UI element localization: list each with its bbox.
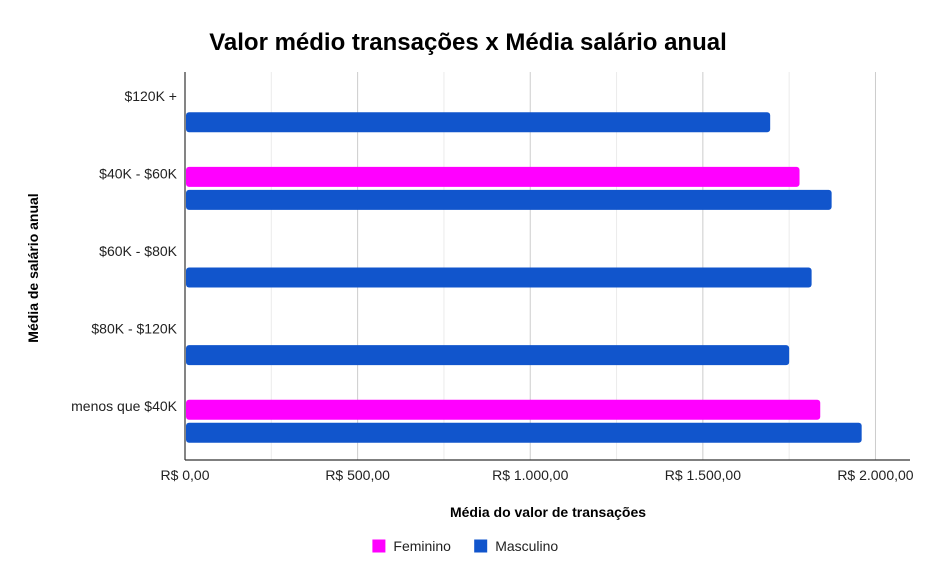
y-tick-label-menos-que-40k: menos que $40K [71,398,178,414]
legend-swatch-masculino [474,539,488,553]
y-tick-labels: $120K + $40K - $60K $60K - $80K $80K - $120… [71,88,178,414]
legend-label-feminino: Feminino [393,538,451,554]
grid-lines [270,72,876,460]
bars [186,112,862,443]
axes [184,72,910,461]
y-tick-label-120k: $120K + [124,88,177,104]
bar-feminino-40k-60k [186,166,800,187]
x-tick-label-1500: R$ 1.500,00 [665,467,741,483]
x-tick-label-500: R$ 500,00 [325,467,390,483]
bar-masculino-60k-80k [186,267,812,288]
legend-label-masculino: Masculino [495,538,558,554]
bar-feminino-menos-que-40k [186,399,821,420]
legend: Feminino Masculino [372,538,558,554]
y-tick-label-60k-80k: $60K - $80K [99,243,177,259]
x-axis-label: Média do valor de transações [450,504,646,520]
legend-item-masculino[interactable]: Masculino [474,538,558,554]
x-tick-label-1000: R$ 1.000,00 [492,467,568,483]
bar-masculino-80k-120k [186,345,790,366]
bar-masculino-menos-que-40k [186,422,862,443]
y-tick-label-40k-60k: $40K - $60K [99,165,177,181]
y-axis-label: Média de salário anual [25,193,41,342]
y-tick-label-80k-120k: $80K - $120K [91,321,177,337]
x-tick-label-0: R$ 0,00 [160,467,209,483]
legend-swatch-feminino [372,539,386,553]
legend-item-feminino[interactable]: Feminino [372,538,451,554]
chart-title: Valor médio transações x Média salário a… [209,29,727,56]
bar-masculino-120k [186,112,771,133]
x-tick-label-2000: R$ 2.000,00 [837,467,913,483]
bar-masculino-40k-60k [186,189,832,210]
x-tick-labels: R$ 0,00 R$ 500,00 R$ 1.000,00 R$ 1.500,00 R$… [160,467,913,483]
